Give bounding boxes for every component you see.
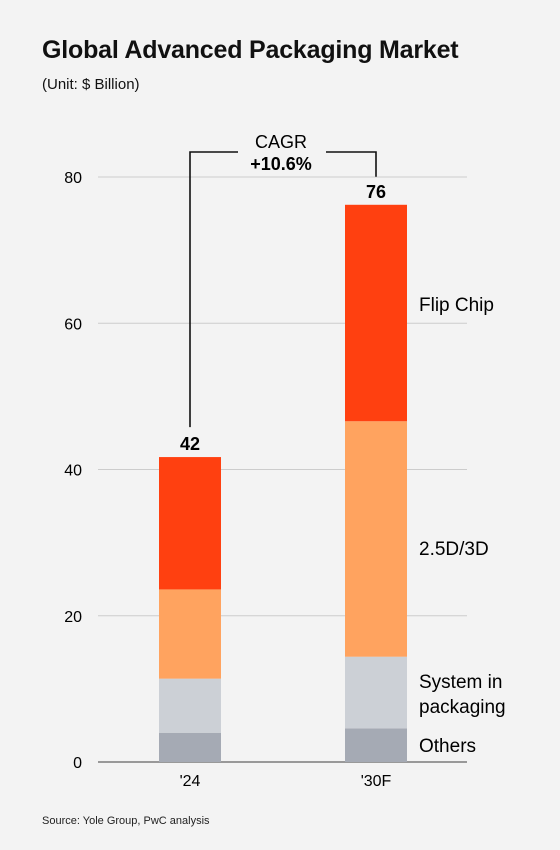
chart-title: Global Advanced Packaging Market bbox=[42, 36, 459, 64]
bar-segment-flip-chip-0 bbox=[159, 457, 221, 590]
y-tick-label: 40 bbox=[64, 463, 82, 480]
bar-segment-2-5d-3d-0 bbox=[159, 589, 221, 679]
y-tick-label: 0 bbox=[73, 755, 82, 772]
bar-total-label: 76 bbox=[366, 182, 386, 202]
series-label: System in bbox=[419, 672, 502, 693]
bar-total-label: 42 bbox=[180, 434, 200, 454]
bar-stacks bbox=[159, 204, 407, 762]
bar-segment-2-5d-3d-1 bbox=[345, 421, 407, 657]
y-tick-label: 80 bbox=[64, 170, 82, 187]
bar-segment-others-0 bbox=[159, 732, 221, 762]
series-label: Flip Chip bbox=[419, 295, 494, 316]
x-tick-label: '30F bbox=[361, 773, 392, 790]
chart-labels: 0 20 40 60 80 42 '24 76 '30F Others System in packa… bbox=[64, 170, 505, 790]
cagr-bracket bbox=[189, 151, 377, 428]
series-label: packaging bbox=[419, 697, 506, 718]
source-note: Source: Yole Group, PwC analysis bbox=[42, 815, 210, 827]
chart-subtitle: (Unit: $ Billion) bbox=[42, 76, 140, 93]
x-tick-label: '24 bbox=[180, 773, 201, 790]
cagr-label: CAGR bbox=[255, 132, 307, 152]
series-label: Others bbox=[419, 736, 476, 757]
gridlines bbox=[98, 176, 467, 763]
bar-segment-flip-chip-1 bbox=[345, 204, 407, 422]
bar-segment-system-in-packaging-0 bbox=[159, 678, 221, 733]
series-label: 2.5D/3D bbox=[419, 539, 489, 560]
bar-segment-others-1 bbox=[345, 728, 407, 762]
y-tick-label: 60 bbox=[64, 316, 82, 333]
y-tick-label: 20 bbox=[64, 609, 82, 626]
cagr-annotation: CAGR +10.6% bbox=[189, 132, 377, 428]
cagr-value: +10.6% bbox=[250, 154, 312, 174]
bar-segment-system-in-packaging-1 bbox=[345, 656, 407, 729]
